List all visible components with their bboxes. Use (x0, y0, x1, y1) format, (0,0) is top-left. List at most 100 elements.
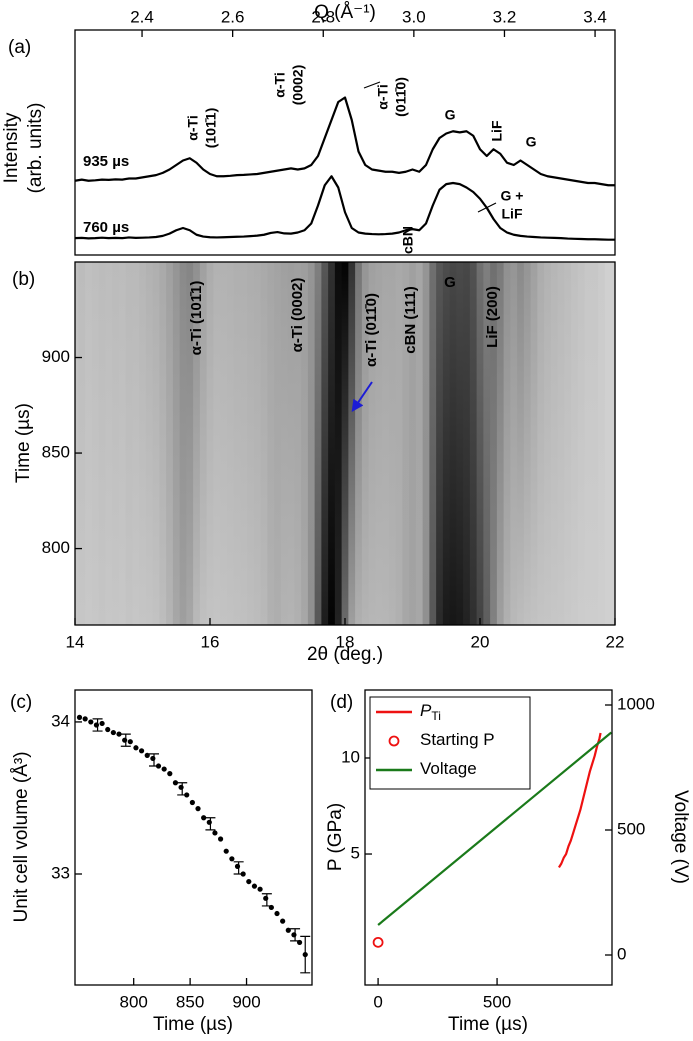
heatmap-column (604, 262, 613, 625)
heatmap-column (274, 262, 282, 625)
data-point (189, 799, 195, 806)
x-axis-title: 2θ (deg.) (307, 644, 383, 665)
heatmap-column (220, 262, 228, 625)
heatmap-column (422, 262, 430, 625)
error-bar (149, 753, 159, 767)
y2-tick-label: 0 (617, 944, 626, 963)
heatmap-column (91, 262, 100, 625)
x-tick-label: 14 (66, 632, 85, 651)
x-tick-label: 18 (336, 632, 355, 651)
data-point (251, 883, 258, 889)
heatmap-column (429, 262, 437, 625)
data-point (138, 748, 145, 754)
heatmap-column (483, 262, 491, 625)
heatmap-column (510, 262, 518, 625)
heatmap-column (530, 262, 538, 625)
data-point (372, 936, 384, 948)
y-axis-title: Unit cell volume (Å³) (11, 751, 32, 922)
data-point (82, 716, 88, 722)
data-point (223, 848, 229, 854)
heatmap-column (85, 262, 93, 625)
peak-label: α-Ti (272, 72, 288, 97)
data-point (212, 830, 218, 836)
heatmap-column (118, 262, 127, 625)
heatmap-column (253, 262, 262, 625)
heatmap-column (490, 262, 498, 625)
heatmap-column (213, 262, 221, 625)
heatmap-column (321, 262, 329, 625)
x2-tick-label: 2.6 (221, 7, 245, 26)
heatmap-column (550, 262, 559, 625)
peak-label: G + (501, 188, 524, 204)
heatmap-column (267, 262, 275, 625)
data-point (161, 766, 167, 772)
data-point (280, 918, 286, 924)
y-tick-label: 10 (341, 747, 360, 766)
data-point (110, 729, 116, 736)
series-label: 760 µs (83, 219, 129, 236)
peak-label: G (526, 134, 537, 150)
y-axis-title: Time (µs) (13, 403, 34, 483)
peak-label: α-Ti (011̄0) (363, 293, 380, 367)
data-point (229, 856, 235, 862)
error-bar (300, 935, 311, 974)
heatmap-column (75, 262, 79, 625)
data-point (234, 863, 241, 869)
heatmap-column (388, 262, 397, 625)
heatmap-column (193, 262, 201, 625)
x2-tick-label: 2.8 (311, 7, 335, 26)
peak-label: cBN (111) (402, 286, 419, 354)
series-label: 935 µs (83, 153, 129, 170)
heatmap-column (199, 262, 208, 625)
y-axis-title: Intensity (1, 112, 22, 183)
legend-label-subscript: Ti (431, 709, 441, 723)
heatmap-column (172, 262, 181, 625)
error-bar (205, 817, 216, 831)
legend-label-name: Voltage (420, 759, 477, 778)
heatmap-column (564, 262, 572, 625)
heatmap-column (280, 262, 289, 625)
x-tick-label: 500 (483, 992, 511, 1011)
heatmap-column (517, 262, 525, 625)
heatmap-column (415, 262, 424, 625)
panel-label: (a) (8, 37, 31, 58)
heatmap-column (449, 262, 457, 625)
data-point (133, 745, 139, 751)
peak-label: cBN (400, 226, 416, 254)
heatmap-column (206, 262, 214, 625)
x2-tick-label: 3.4 (583, 7, 607, 26)
heatmap-column (105, 262, 113, 625)
x-tick-label: 0 (373, 992, 382, 1011)
heatmap-column (544, 262, 552, 625)
legend-marker (388, 735, 400, 747)
heatmap-column (503, 262, 511, 625)
peak-label: LiF (200) (484, 286, 501, 348)
heatmap-column (341, 262, 349, 625)
data-point (88, 719, 94, 725)
error-bar (120, 733, 131, 747)
legend-label: Voltage (420, 759, 477, 778)
heatmap-column (355, 262, 363, 625)
peak-label: (0002) (290, 65, 306, 105)
heatmap-column (294, 262, 302, 625)
x-tick-label: 850 (176, 992, 204, 1011)
heatmap-column (233, 262, 241, 625)
legend-label: PTi (420, 701, 441, 723)
x-axis-title: Time (µs) (448, 1014, 528, 1035)
heatmap-column (125, 262, 133, 625)
legend-label-name: P (420, 701, 432, 720)
heatmap-column (179, 262, 187, 625)
data-point (144, 752, 150, 758)
peak-label: G (445, 107, 456, 123)
data-point (285, 927, 291, 933)
data-point (150, 755, 156, 762)
heatmap-column (375, 262, 383, 625)
peak-label: G (444, 274, 456, 291)
heatmap-column (247, 262, 255, 625)
heatmap-column (328, 262, 336, 625)
heatmap-column (537, 262, 545, 625)
heatmap-column (139, 262, 147, 625)
peak-label: LiF (489, 120, 505, 141)
heatmap-column (456, 262, 464, 625)
heatmap-column (368, 262, 376, 625)
